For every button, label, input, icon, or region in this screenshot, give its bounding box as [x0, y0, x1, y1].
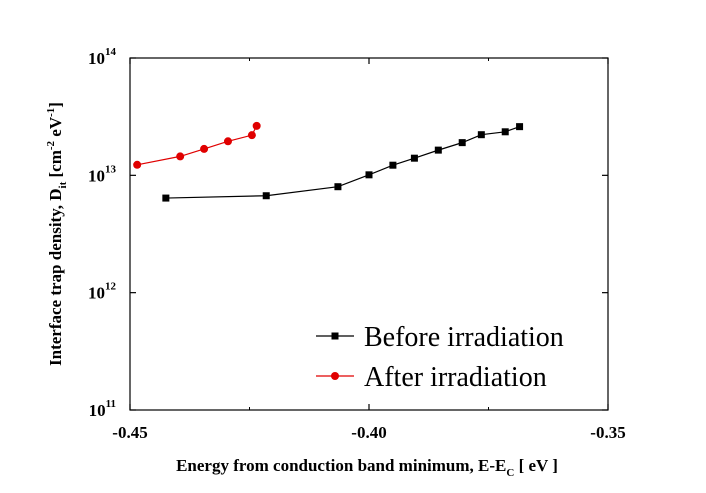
data-point — [334, 183, 342, 191]
legend-entry: After irradiation — [316, 362, 547, 393]
x-tick-labels: -0.45 -0.40 -0.35 — [112, 423, 625, 442]
data-point — [458, 139, 466, 147]
data-point — [176, 152, 185, 161]
data-point — [252, 121, 261, 130]
y-tick-label: 1013 — [88, 163, 117, 185]
data-point — [247, 131, 256, 140]
data-point — [262, 192, 270, 200]
data-point — [501, 128, 509, 136]
x-tick-label: -0.35 — [590, 423, 625, 442]
legend-label: After irradiation — [364, 362, 547, 393]
x-tick-label: -0.40 — [351, 423, 386, 442]
legend: Before irradiation After irradiation — [316, 322, 564, 393]
data-point — [516, 123, 524, 131]
tick-marks — [129, 57, 609, 411]
data-point — [223, 137, 232, 146]
plot-frame — [129, 57, 609, 411]
y-axis-title: Interface trap density, Dit [cm-2 eV-1] — [45, 102, 69, 366]
series-line — [165, 126, 520, 199]
data-point — [410, 154, 418, 162]
x-tick-label: -0.45 — [112, 423, 147, 442]
legend-label: Before irradiation — [364, 322, 564, 353]
legend-swatch-marker — [331, 332, 339, 340]
data-point — [162, 194, 170, 202]
y-tick-label: 1011 — [89, 398, 116, 420]
y-tick-labels: 1011 1012 1013 1014 — [88, 46, 117, 420]
data-point — [200, 144, 209, 153]
x-axis-title: Energy from conduction band minimum, E-E… — [176, 456, 558, 479]
data-point — [477, 131, 485, 139]
series-layer — [133, 121, 524, 202]
y-tick-label: 1012 — [88, 281, 117, 303]
data-point — [133, 160, 142, 169]
legend-entry: Before irradiation — [316, 322, 564, 353]
data-point — [434, 146, 442, 154]
series-line — [137, 125, 258, 166]
series-before — [162, 123, 524, 202]
data-point — [365, 171, 373, 179]
data-point — [389, 161, 397, 169]
series-after — [133, 121, 261, 169]
y-tick-label: 1014 — [88, 46, 117, 68]
legend-swatch-marker — [331, 372, 339, 380]
